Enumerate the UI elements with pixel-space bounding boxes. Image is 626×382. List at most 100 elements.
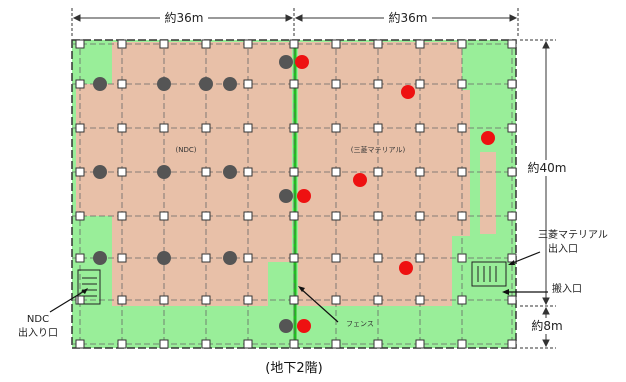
structural-column — [75, 39, 85, 49]
structural-column — [457, 295, 467, 305]
structural-column — [331, 79, 341, 89]
structural-column — [289, 211, 299, 221]
ndc-marker — [279, 189, 293, 203]
structural-column — [117, 123, 127, 133]
mitsubishi-strip — [480, 152, 496, 234]
structural-column — [75, 211, 85, 221]
ndc-marker — [93, 165, 107, 179]
structural-column — [507, 211, 517, 221]
structural-column — [201, 253, 211, 263]
top-dimension — [71, 8, 519, 36]
dim-top-right: 約36m — [389, 10, 428, 25]
structural-column — [201, 39, 211, 49]
structural-column — [289, 39, 299, 49]
right-dimension — [520, 39, 556, 349]
ndc-entrance-label-1: NDC — [27, 314, 49, 325]
ndc-marker — [223, 251, 237, 265]
structural-column — [75, 79, 85, 89]
structural-column — [373, 253, 383, 263]
structural-column — [331, 167, 341, 177]
ndc-marker — [279, 319, 293, 333]
structural-column — [117, 211, 127, 221]
structural-column — [331, 295, 341, 305]
structural-column — [243, 167, 253, 177]
structural-column — [507, 79, 517, 89]
structural-column — [507, 39, 517, 49]
structural-column — [415, 295, 425, 305]
ndc-marker — [279, 55, 293, 69]
ndc-marker — [223, 165, 237, 179]
structural-column — [331, 253, 341, 263]
column-grid — [72, 39, 517, 349]
ndc-entrance-arrow — [49, 289, 87, 313]
structural-column — [117, 39, 127, 49]
structural-column — [415, 253, 425, 263]
structural-column — [159, 211, 169, 221]
structural-column — [457, 79, 467, 89]
structural-column — [457, 253, 467, 263]
structural-column — [373, 211, 383, 221]
mitsubishi-marker — [353, 173, 367, 187]
structural-column — [289, 123, 299, 133]
structural-column — [373, 79, 383, 89]
dim-right-height: 約40m — [528, 160, 567, 175]
dim-bottom-right: 約8m — [531, 318, 562, 333]
structural-column — [201, 339, 211, 349]
ndc-stairs-icon — [77, 269, 101, 305]
mitsubishi-marker — [399, 261, 413, 275]
structural-column — [331, 39, 341, 49]
structural-column — [75, 123, 85, 133]
structural-column — [75, 167, 85, 177]
structural-column — [289, 253, 299, 263]
structural-column — [117, 79, 127, 89]
mitsubishi-marker — [297, 319, 311, 333]
mitsubishi-marker — [295, 55, 309, 69]
mitsubishi-area — [298, 42, 470, 306]
ndc-marker — [223, 77, 237, 91]
ndc-area — [76, 42, 292, 306]
structural-column — [201, 211, 211, 221]
structural-column — [201, 123, 211, 133]
structural-column — [243, 123, 253, 133]
mitsubishi-marker — [481, 131, 495, 145]
fence-label: フェンス — [346, 320, 374, 328]
structural-column — [331, 339, 341, 349]
structural-column — [373, 295, 383, 305]
structural-column — [507, 167, 517, 177]
structural-column — [75, 295, 85, 305]
structural-column — [159, 295, 169, 305]
structural-column — [507, 253, 517, 263]
structural-column — [373, 167, 383, 177]
mitsubishi-marker — [297, 189, 311, 203]
structural-column — [243, 39, 253, 49]
ndc-marker — [157, 165, 171, 179]
ndc-marker — [199, 77, 213, 91]
structural-column — [507, 123, 517, 133]
structural-column — [243, 295, 253, 305]
structural-column — [243, 79, 253, 89]
floor-caption: (地下2階) — [265, 361, 322, 376]
structural-column — [243, 211, 253, 221]
fence-arrow — [299, 287, 339, 323]
structural-column — [457, 211, 467, 221]
mitsubishi-entrance-label-1: 三菱マテリアル — [538, 229, 608, 241]
structural-column — [201, 295, 211, 305]
structural-column — [117, 253, 127, 263]
structural-column — [457, 339, 467, 349]
structural-column — [373, 123, 383, 133]
structural-column — [75, 253, 85, 263]
structural-column — [415, 211, 425, 221]
structural-column — [373, 39, 383, 49]
structural-column — [373, 339, 383, 349]
structural-column — [117, 295, 127, 305]
structural-column — [243, 253, 253, 263]
structural-column — [117, 339, 127, 349]
structural-column — [415, 167, 425, 177]
mitsubishi-stairs-icon — [471, 261, 507, 287]
structural-column — [75, 339, 85, 349]
structural-column — [117, 167, 127, 177]
mitsubishi-marker — [401, 85, 415, 99]
structural-column — [507, 295, 517, 305]
